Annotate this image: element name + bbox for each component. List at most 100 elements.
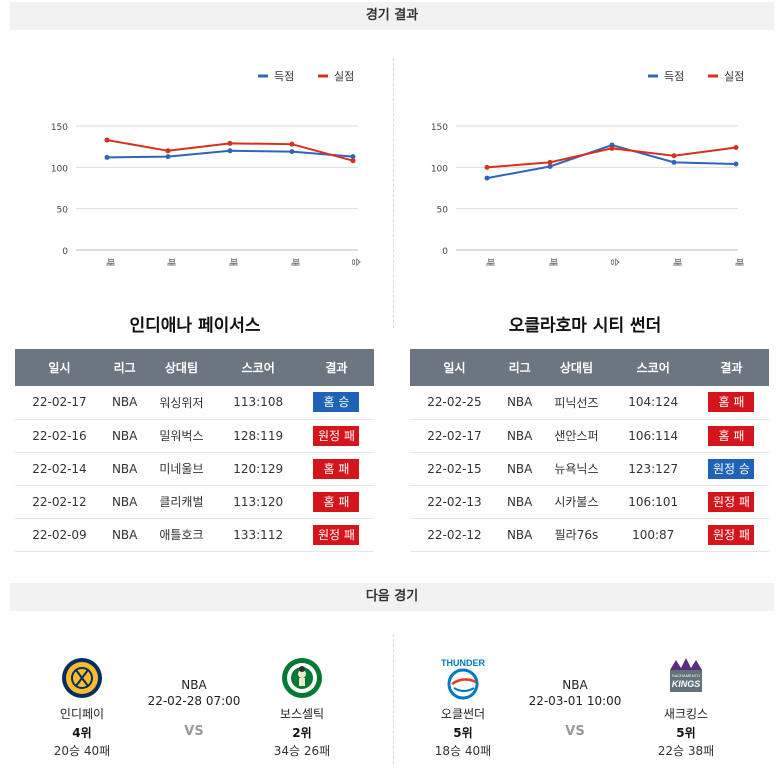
x-tick-label: 패: [484, 258, 495, 266]
y-tick-label: 100: [431, 164, 448, 174]
cell-date: 22-02-09: [15, 518, 104, 552]
data-point: [165, 154, 171, 160]
result-badge: 홈 승: [313, 392, 360, 413]
data-point: [289, 141, 295, 147]
y-tick-label: 0: [62, 247, 68, 257]
cell-score: 104:124: [612, 386, 694, 420]
data-point: [547, 164, 553, 170]
game-datetime: 22-03-01 10:00: [528, 694, 622, 708]
team-title-oklahoma: 오클라호마 시티 썬더: [508, 316, 662, 336]
cell-league: NBA: [498, 485, 541, 519]
result-badge: 원정 패: [313, 524, 360, 545]
cell-opponent: 밀워벅스: [145, 419, 218, 453]
cell-score: 100:87: [612, 518, 694, 552]
next-game-section-header: 다음 경기: [10, 583, 774, 611]
result-badge: 홈 패: [708, 392, 755, 413]
game-league: NBA: [562, 678, 588, 692]
next-game-divider: [393, 634, 394, 764]
cell-opponent: 시카불스: [540, 485, 613, 519]
data-point: [484, 175, 490, 181]
cell-result: 원정 패: [693, 485, 769, 519]
cell-date: 22-02-14: [15, 452, 104, 486]
home-team-rank: 4위: [72, 726, 92, 740]
cell-result: 원정 패: [693, 518, 769, 552]
data-point: [165, 148, 171, 154]
celtics-logo-icon: [280, 656, 324, 700]
vs-label: VS: [184, 724, 204, 739]
cell-opponent: 샌안스퍼: [540, 419, 613, 453]
home-team-name: 오클썬더: [440, 707, 486, 721]
game-datetime: 22-02-28 07:00: [147, 694, 241, 708]
x-tick-label: 패: [289, 258, 300, 266]
data-point: [350, 154, 356, 160]
cell-league: NBA: [498, 452, 541, 486]
data-point: [227, 140, 233, 146]
cell-result: 홈 패: [298, 485, 374, 519]
data-point: [609, 145, 615, 151]
chart-indiana: 득점 실점 0 50 100 150 패 패 패 패 승: [51, 70, 361, 266]
cell-score: 106:114: [612, 419, 694, 453]
cell-league: NBA: [498, 518, 541, 552]
data-point: [671, 159, 677, 165]
team-title-indiana: 인디애나 페이서스: [129, 316, 261, 336]
result-badge: 홈 패: [708, 425, 755, 446]
cell-opponent: 뉴욕닉스: [540, 452, 613, 486]
cell-result: 원정 패: [298, 518, 374, 552]
home-team-record: 20승 40패: [53, 744, 111, 758]
thunder-logo-icon: THUNDER: [436, 656, 490, 700]
column-header: 일시: [410, 349, 499, 386]
column-header: 스코어: [612, 349, 694, 386]
data-point: [289, 149, 295, 155]
result-badge: 원정 패: [708, 491, 755, 512]
cell-score: 128:119: [217, 419, 299, 453]
table-row: 22-02-14 NBA 미네울브 120:129 홈 패: [15, 452, 374, 486]
cell-league: NBA: [103, 452, 146, 486]
cell-league: NBA: [103, 518, 146, 552]
cell-league: NBA: [103, 485, 146, 519]
next-game-1: 인디페이 4위 20승 40패 NBA 22-02-28 07:00 VS 보스…: [0, 640, 384, 760]
x-tick-label: 패: [227, 258, 238, 266]
chart-legend: 득점 실점: [258, 70, 354, 83]
cell-score: 123:127: [612, 452, 694, 486]
cell-opponent: 미네울브: [145, 452, 218, 486]
table-row: 22-02-12 NBA 필라76s 100:87 원정 패: [410, 518, 769, 552]
data-point: [104, 154, 110, 160]
table-row: 22-02-25 NBA 피닉선즈 104:124 홈 패: [410, 386, 769, 420]
column-header: 결과: [693, 349, 769, 386]
table-row: 22-02-09 NBA 애틀호크 133:112 원정 패: [15, 518, 374, 552]
result-badge: 원정 패: [313, 425, 360, 446]
cell-date: 22-02-25: [410, 386, 499, 420]
cell-league: NBA: [498, 386, 541, 420]
cell-result: 원정 승: [693, 452, 769, 486]
x-tick-label: 승: [350, 258, 361, 266]
y-tick-label: 100: [51, 164, 68, 174]
column-header: 상대팀: [540, 349, 613, 386]
pacers-logo-icon: [60, 656, 104, 700]
away-team-name: 새크킹스: [663, 707, 709, 721]
home-team-rank: 5위: [453, 726, 473, 740]
cell-league: NBA: [498, 419, 541, 453]
y-tick-label: 150: [51, 123, 68, 133]
cell-result: 홈 승: [298, 386, 374, 420]
home-team-record: 18승 40패: [434, 744, 492, 758]
svg-text:THUNDER: THUNDER: [441, 658, 485, 668]
cell-result: 홈 패: [693, 419, 769, 453]
column-header: 상대팀: [145, 349, 218, 386]
cell-date: 22-02-17: [410, 419, 499, 453]
cell-opponent: 애틀호크: [145, 518, 218, 552]
legend-label: 득점: [274, 70, 294, 83]
data-point: [733, 161, 739, 167]
cell-score: 113:108: [217, 386, 299, 420]
table-row: 22-02-15 NBA 뉴욕닉스 123:127 원정 승: [410, 452, 769, 486]
cell-score: 113:120: [217, 485, 299, 519]
next-game-2: THUNDER 오클썬더 5위 18승 40패 NBA 22-03-01 10:…: [394, 640, 778, 760]
result-badge: 원정 패: [708, 524, 755, 545]
data-point: [104, 137, 110, 143]
cell-score: 106:101: [612, 485, 694, 519]
away-team-record: 34승 26패: [273, 744, 331, 758]
cell-date: 22-02-12: [410, 518, 499, 552]
y-tick-label: 150: [431, 123, 448, 133]
column-header: 결과: [298, 349, 374, 386]
cell-opponent: 필라76s: [540, 518, 613, 552]
cell-date: 22-02-15: [410, 452, 499, 486]
